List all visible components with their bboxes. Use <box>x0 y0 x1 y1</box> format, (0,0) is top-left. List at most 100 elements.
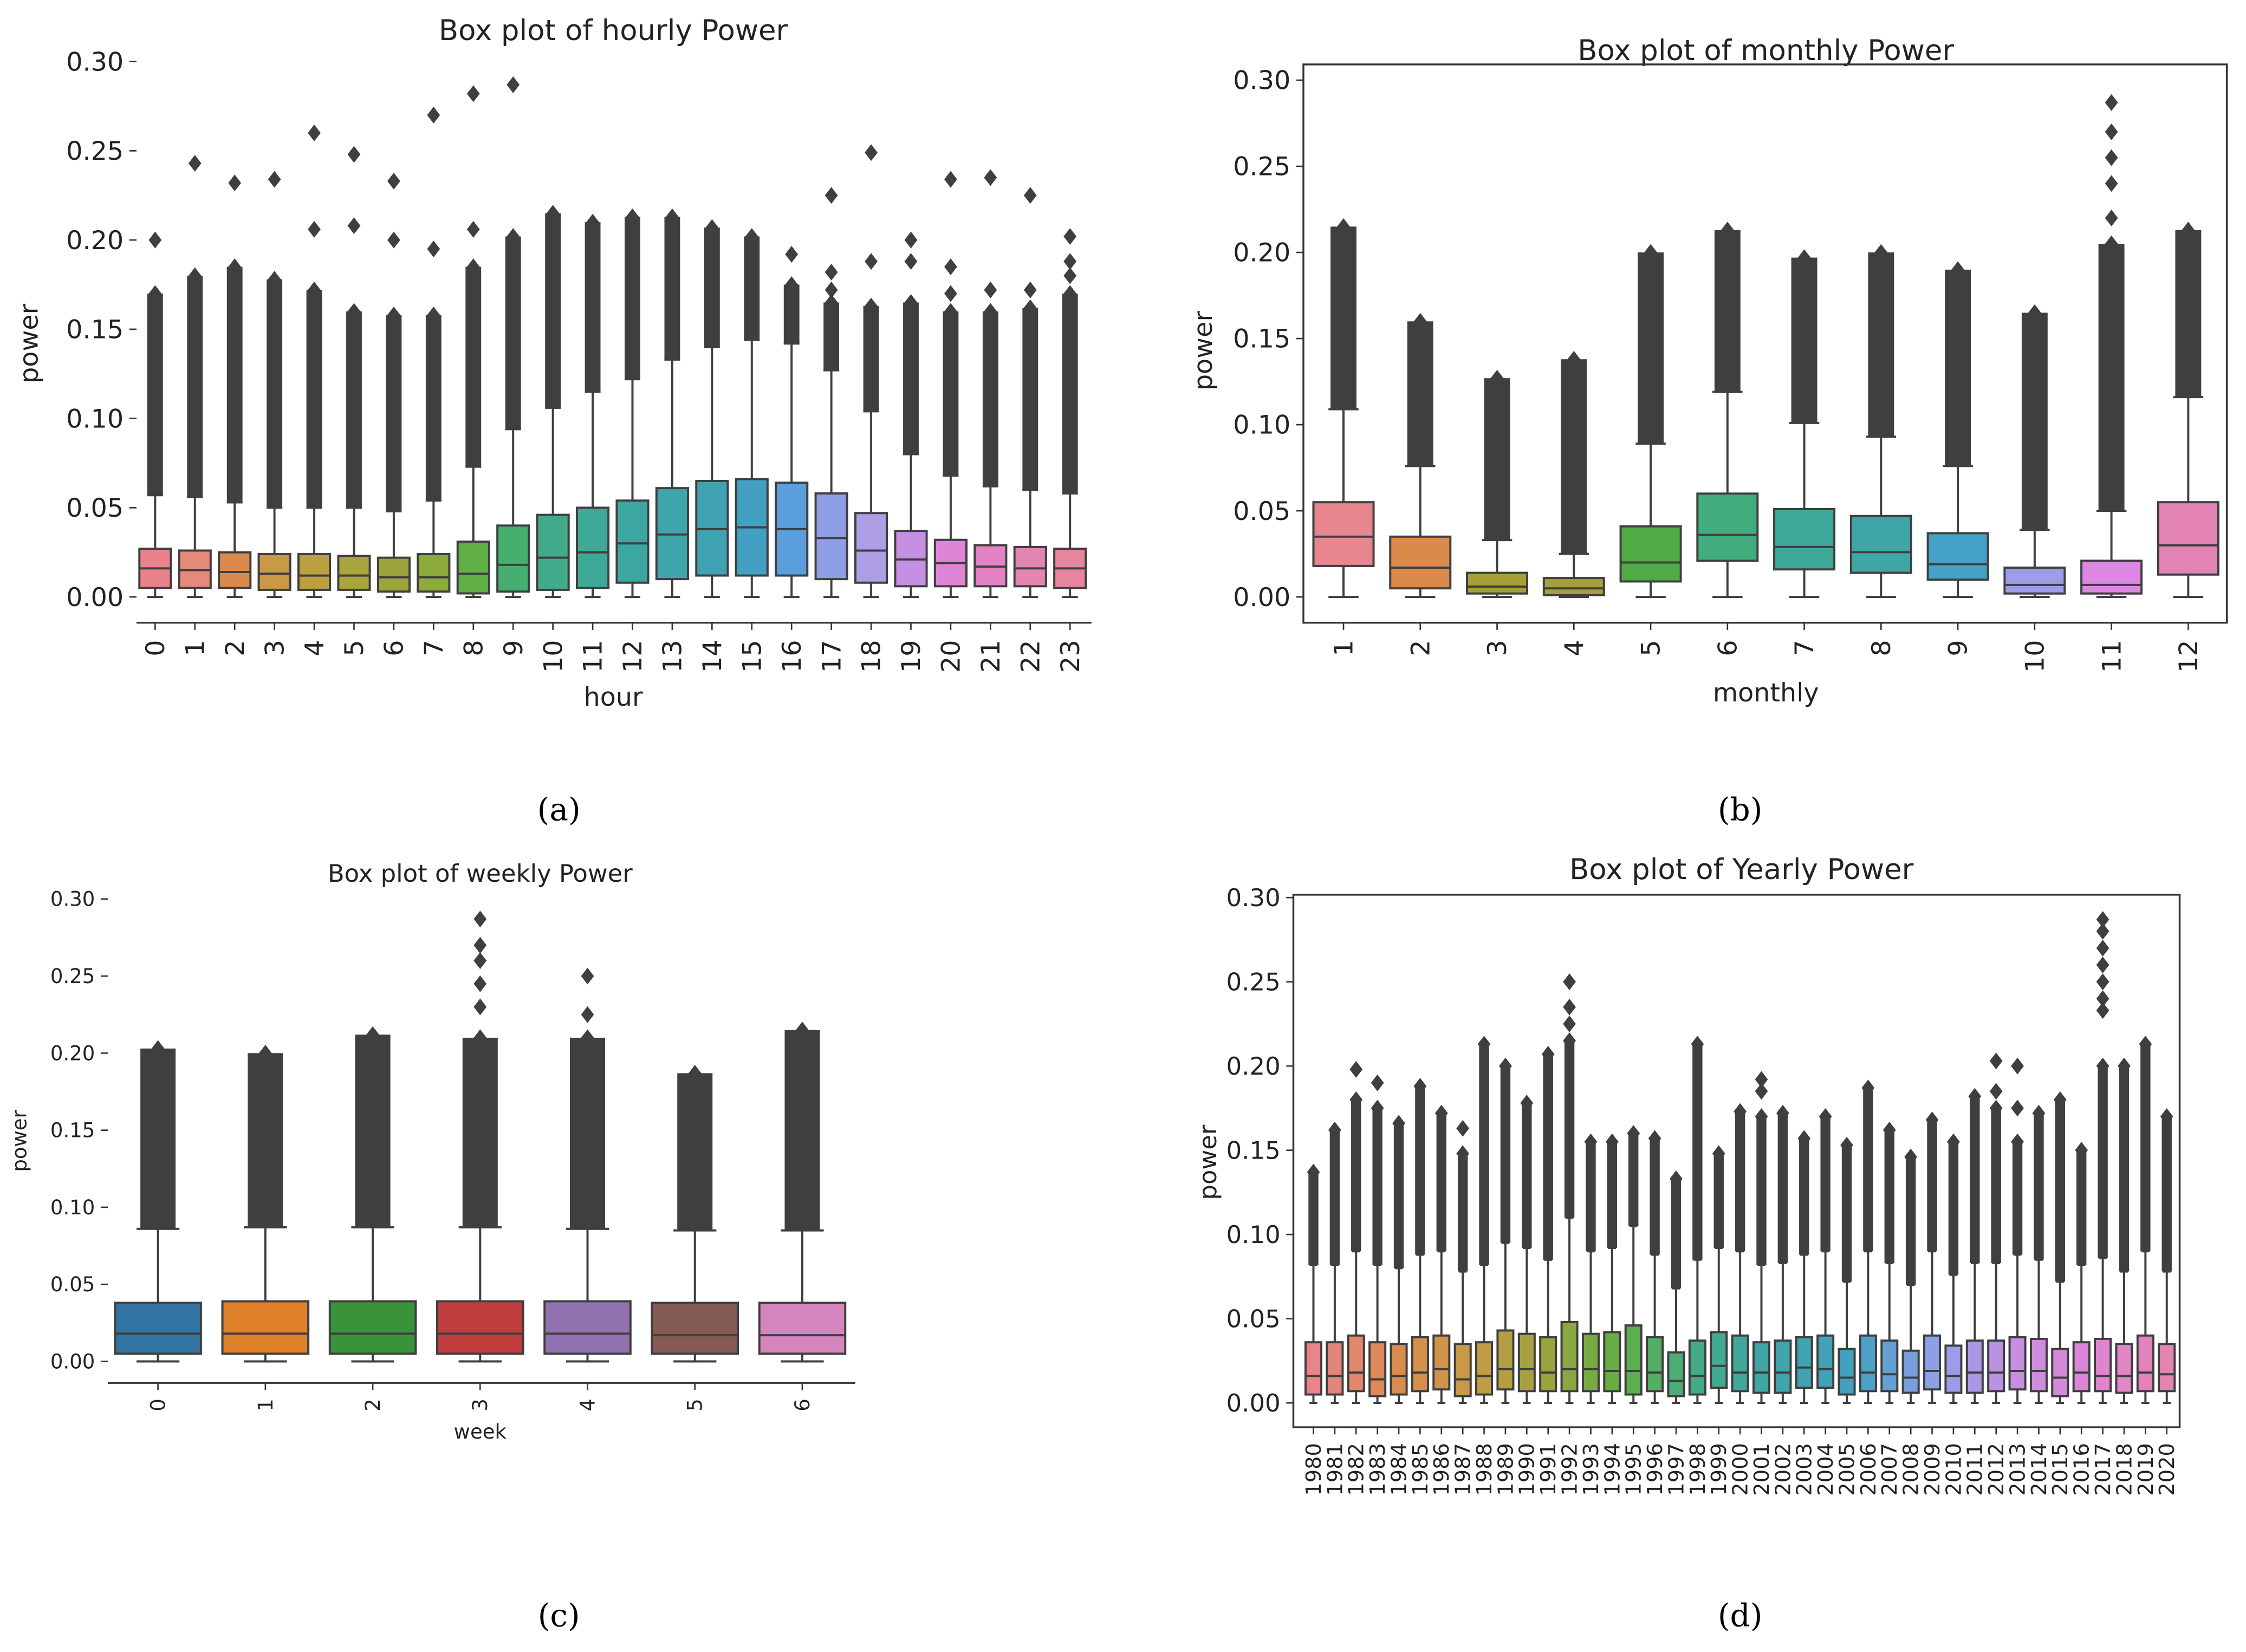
iqr-box <box>1688 1339 1706 1396</box>
outlier-cluster <box>1022 308 1038 490</box>
outlier-cluster <box>744 236 760 340</box>
y-axis-label: power <box>1193 1124 1222 1200</box>
x-tick-label: 1988 <box>1472 1443 1497 1496</box>
x-tick-label: 2003 <box>1793 1443 1817 1496</box>
outlier-cluster <box>1479 1044 1489 1265</box>
x-tick-label: 2007 <box>1878 1443 1902 1496</box>
outlier-cluster <box>704 227 720 347</box>
outlier-point <box>546 205 560 222</box>
x-tick-label: 2000 <box>1729 1443 1753 1496</box>
box-2019 <box>2136 1036 2154 1404</box>
outlier-point <box>1434 1104 1448 1122</box>
iqr-box <box>2158 1343 2176 1393</box>
outlier-cluster <box>677 1073 713 1231</box>
outlier-cluster <box>1671 1179 1682 1289</box>
x-tick-label: 7 <box>1790 640 1820 656</box>
box-6 <box>1696 222 1759 599</box>
box-1998 <box>1688 1036 1706 1404</box>
outlier-cluster <box>625 217 640 380</box>
x-tick-label: 9 <box>1944 640 1974 656</box>
x-tick-label: 2015 <box>2048 1443 2073 1496</box>
outlier-point <box>2105 209 2118 226</box>
x-tick-label: 1989 <box>1494 1443 1518 1496</box>
outlier-point <box>1989 1052 2003 1070</box>
outlier-cluster <box>1329 1130 1340 1265</box>
x-tick-label: 5 <box>340 640 369 656</box>
outlier-point <box>1670 1170 1683 1187</box>
x-tick-label: 11 <box>2097 640 2127 673</box>
outlier-cluster <box>1820 1116 1830 1252</box>
box-1981 <box>1326 1121 1344 1404</box>
box-12 <box>2157 222 2219 599</box>
box-2011 <box>1965 1088 1984 1404</box>
iqr-box <box>2136 1334 2154 1393</box>
outlier-point <box>2011 1057 2024 1075</box>
outlier-cluster <box>306 290 322 508</box>
outlier-cluster <box>545 213 561 408</box>
y-tick-label: 0.30 <box>1233 66 1290 96</box>
y-tick-label: 0.30 <box>50 888 95 911</box>
outlier-point <box>1567 350 1581 368</box>
outlier-point <box>1691 1036 1704 1053</box>
iqr-box <box>1859 1334 1877 1393</box>
iqr-box <box>1838 1348 1856 1396</box>
iqr-box <box>1731 1334 1749 1393</box>
x-tick-label: 1996 <box>1643 1443 1667 1496</box>
outlier-cluster <box>1735 1111 1745 1252</box>
outlier-point <box>2105 123 2118 140</box>
outlier-point <box>1371 1100 1384 1117</box>
chart-panel-weekly: Box plot of weekly Power 0.00 0.05 0.10 0.15… <box>8 859 855 1443</box>
iqr-box <box>218 551 252 589</box>
box-9 <box>496 76 530 599</box>
outlier-point <box>228 258 242 276</box>
outlier-cluster <box>1756 1116 1767 1265</box>
box-1995 <box>1624 1125 1643 1404</box>
iqr-box <box>1304 1341 1323 1396</box>
iqr-box <box>2072 1341 2091 1393</box>
iqr-box <box>1752 1341 1771 1394</box>
x-tick-label: 2011 <box>1963 1443 1988 1496</box>
x-tick-label: 2014 <box>2027 1443 2052 1496</box>
y-tick-label: 0.25 <box>50 965 95 988</box>
outlier-point <box>1734 1103 1747 1120</box>
x-tick-label: 1984 <box>1387 1443 1411 1496</box>
x-tick-label: 15 <box>737 640 767 673</box>
outlier-cluster <box>1564 1040 1575 1218</box>
outlier-point <box>1861 1079 1875 1097</box>
outlier-point <box>2028 304 2041 321</box>
y-tick-label: 0.00 <box>1226 1389 1281 1417</box>
outlier-point <box>2096 939 2109 957</box>
outlier-cluster <box>2098 244 2125 511</box>
outlier-point <box>473 975 487 992</box>
outlier-point <box>308 281 321 298</box>
iqr-box <box>1965 1339 1984 1394</box>
caption-b: (b) <box>1718 791 1763 828</box>
box-2004 <box>1816 1108 1835 1404</box>
iqr-box <box>1944 1344 1963 1394</box>
outlier-point <box>347 146 361 163</box>
outlier-point <box>688 1064 702 1082</box>
x-tick-label: 1995 <box>1622 1443 1646 1496</box>
outlier-point <box>1721 222 1734 239</box>
outlier-point <box>366 1026 379 1043</box>
box-6 <box>377 172 411 599</box>
iqr-box <box>1987 1339 2005 1393</box>
y-tick-label: 0.15 <box>1233 324 1290 354</box>
outlier-cluster <box>1777 1113 1788 1263</box>
x-tick-label: 2017 <box>2091 1443 2115 1496</box>
x-tick-label: 6 <box>1713 640 1743 656</box>
outlier-cluster <box>784 1030 820 1231</box>
box-13 <box>655 208 689 599</box>
y-tick-label: 0.05 <box>66 493 124 523</box>
axes-frame <box>1292 894 2181 1428</box>
x-tick-label: 2016 <box>2070 1443 2094 1496</box>
x-axis-label: monthly <box>1713 678 1819 708</box>
outlier-cluster <box>1905 1157 1916 1285</box>
x-axis-label: week <box>454 1420 507 1443</box>
box-2001 <box>1752 1071 1771 1404</box>
x-tick-label: 1986 <box>1430 1443 1454 1496</box>
box-1991 <box>1539 1045 1557 1404</box>
box-1993 <box>1581 1133 1600 1404</box>
y-tick-label: 0.05 <box>50 1273 95 1296</box>
box-1988 <box>1475 1036 1494 1404</box>
